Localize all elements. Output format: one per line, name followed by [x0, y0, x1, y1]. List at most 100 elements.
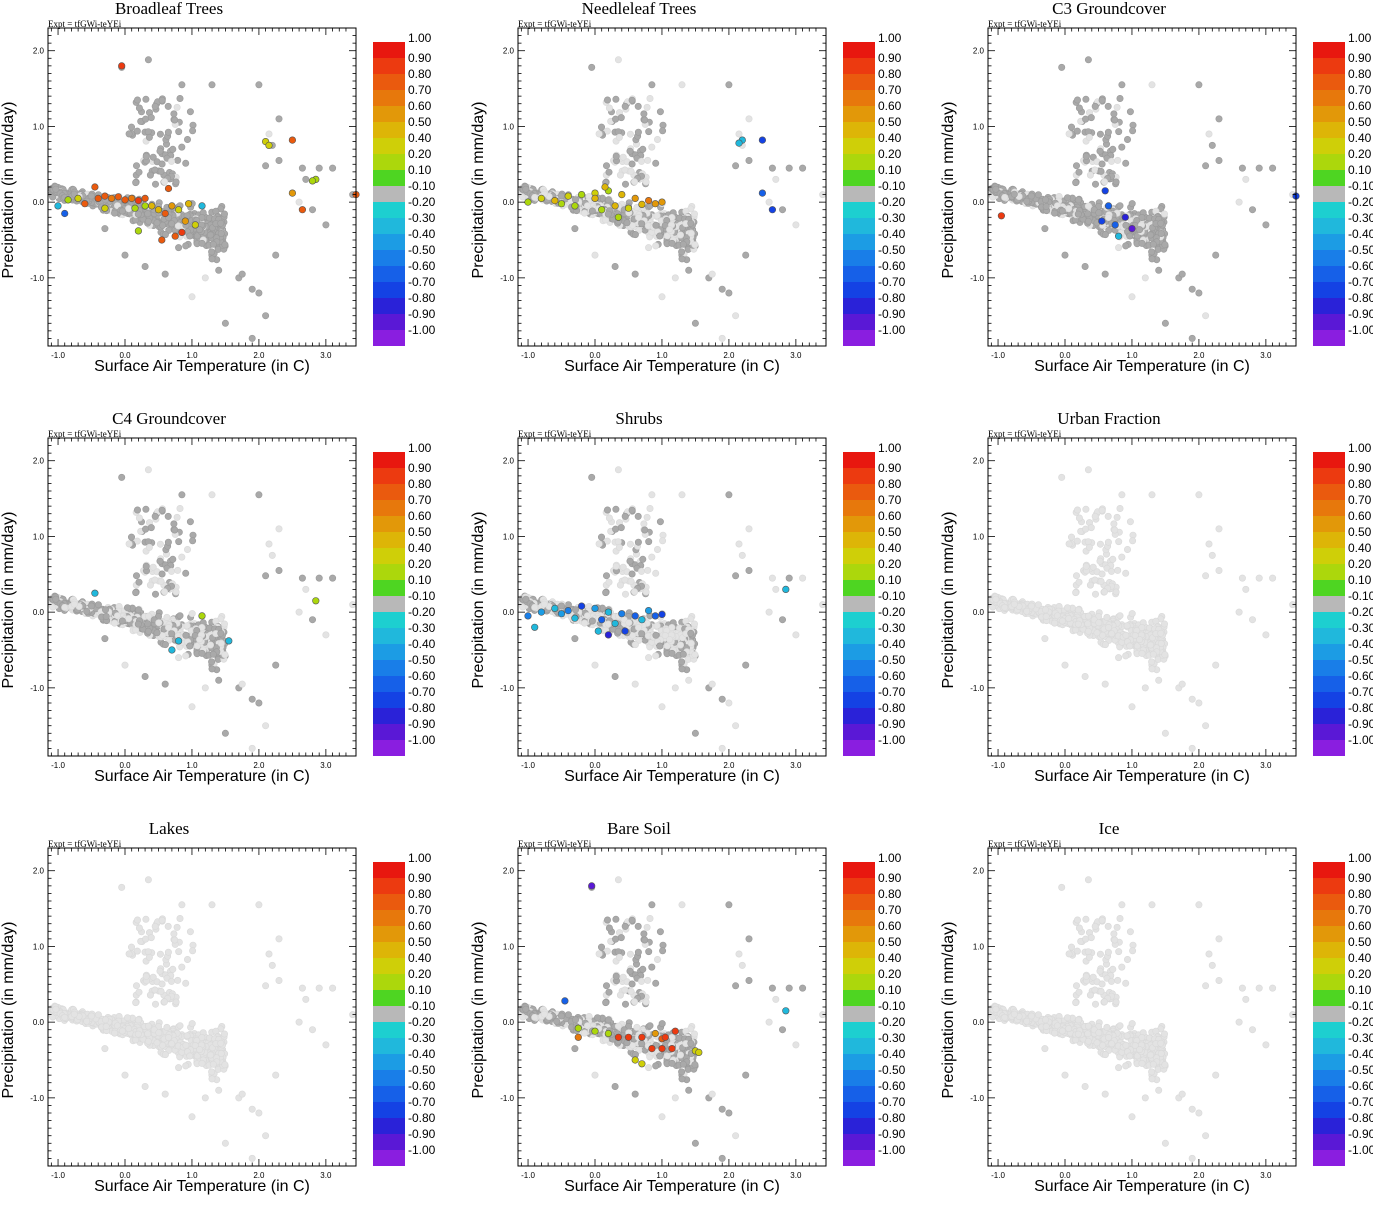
colorbar-swatch — [373, 532, 405, 548]
gray-data-point — [136, 105, 142, 111]
colored-data-point — [226, 638, 233, 645]
gray-data-point — [654, 136, 660, 142]
gray-data-point — [736, 541, 742, 547]
gray-data-point — [172, 527, 178, 533]
gray-data-point — [726, 82, 732, 88]
gray-data-point — [672, 275, 678, 281]
colorbar-swatch — [373, 314, 405, 330]
gray-data-point — [657, 643, 663, 649]
gray-data-point — [654, 213, 660, 219]
gray-data-point — [617, 582, 623, 588]
gray-data-point — [1216, 116, 1222, 122]
gray-data-point — [645, 244, 651, 250]
gray-data-point — [589, 618, 595, 624]
colored-data-point — [558, 200, 565, 207]
gray-data-point — [649, 144, 655, 150]
colorbar-label: 0.80 — [878, 477, 902, 491]
colorbar-label: 0.20 — [408, 147, 432, 161]
gray-data-point — [1086, 134, 1092, 140]
gray-data-point — [126, 131, 132, 137]
gray-data-point — [606, 105, 612, 111]
gray-data-point — [158, 578, 164, 584]
gray-data-point — [184, 623, 190, 629]
gray-data-point — [173, 179, 179, 185]
colorbar-label: 0.90 — [408, 461, 432, 475]
gray-data-point — [626, 620, 632, 626]
colorbar-label: 0.40 — [878, 541, 902, 555]
gray-data-point — [177, 613, 183, 619]
colorbar-label: -0.30 — [408, 621, 436, 635]
gray-data-point — [726, 700, 732, 706]
gray-data-point — [221, 621, 227, 627]
gray-data-point — [323, 222, 329, 228]
colored-data-point — [572, 203, 579, 210]
gray-data-point — [558, 603, 564, 609]
colored-data-point — [135, 228, 142, 235]
colorbar-swatch — [373, 234, 405, 250]
colored-data-point — [122, 197, 129, 204]
y-tick-label: 1.0 — [33, 532, 45, 541]
gray-data-point — [262, 723, 268, 729]
gray-data-point — [145, 211, 151, 217]
gray-data-point — [669, 240, 675, 246]
gray-data-point — [598, 534, 604, 540]
gray-data-point — [1042, 197, 1048, 203]
gray-data-point — [309, 207, 315, 213]
gray-data-point — [1158, 230, 1164, 236]
colorbar-swatch — [1313, 106, 1345, 122]
gray-data-point — [135, 211, 141, 217]
gray-data-point — [653, 653, 659, 659]
colorbar-label: 0.10 — [878, 163, 902, 177]
gray-data-point — [1119, 144, 1125, 150]
gray-data-point — [688, 640, 694, 646]
colorbar-label: -0.10 — [1348, 179, 1373, 193]
gray-data-point — [640, 556, 646, 562]
gray-data-point — [61, 604, 67, 610]
colorbar-label: 0.70 — [878, 493, 902, 507]
y-tick-label: 2.0 — [33, 457, 45, 466]
gray-data-point — [622, 513, 628, 519]
colored-data-point — [619, 610, 626, 617]
gray-data-point — [1099, 97, 1105, 103]
colored-data-point — [169, 203, 176, 210]
gray-data-point — [184, 546, 190, 552]
colorbar-swatch — [1313, 234, 1345, 250]
gray-data-point — [739, 552, 745, 558]
gray-data-point — [1076, 105, 1082, 111]
colored-data-point — [108, 195, 115, 202]
gray-data-point — [618, 114, 624, 120]
gray-data-point — [218, 220, 224, 226]
gray-data-point — [596, 541, 602, 547]
plot-frame — [518, 438, 826, 756]
colorbar-swatch — [843, 708, 875, 724]
y-tick-label: 1.0 — [503, 122, 515, 131]
gray-data-point — [183, 243, 189, 249]
colored-data-point — [192, 222, 199, 229]
y-tick-label: 2.0 — [503, 47, 515, 56]
gray-data-point — [680, 241, 686, 247]
gray-data-point — [147, 582, 153, 588]
gray-data-point — [1161, 211, 1167, 217]
colored-data-point — [652, 613, 659, 620]
gray-data-point — [691, 621, 697, 627]
colorbar-swatch — [843, 692, 875, 708]
colorbar-label: -0.40 — [878, 637, 906, 651]
colorbar-label: 0.10 — [408, 163, 432, 177]
colorbar-swatch — [373, 564, 405, 580]
gray-data-point — [1112, 117, 1118, 123]
gray-data-point — [635, 214, 641, 220]
colored-data-point — [759, 137, 766, 144]
colored-data-point — [1105, 203, 1112, 210]
gray-data-point — [616, 544, 622, 550]
colored-data-point — [565, 607, 572, 614]
gray-data-point — [152, 167, 158, 173]
gray-data-point — [53, 596, 59, 602]
colored-data-point — [118, 63, 125, 70]
colored-data-point — [115, 194, 122, 201]
colorbar-label: 0.80 — [1348, 67, 1372, 81]
gray-data-point — [793, 222, 799, 228]
colored-data-point — [266, 142, 273, 149]
gray-data-point — [641, 111, 647, 117]
